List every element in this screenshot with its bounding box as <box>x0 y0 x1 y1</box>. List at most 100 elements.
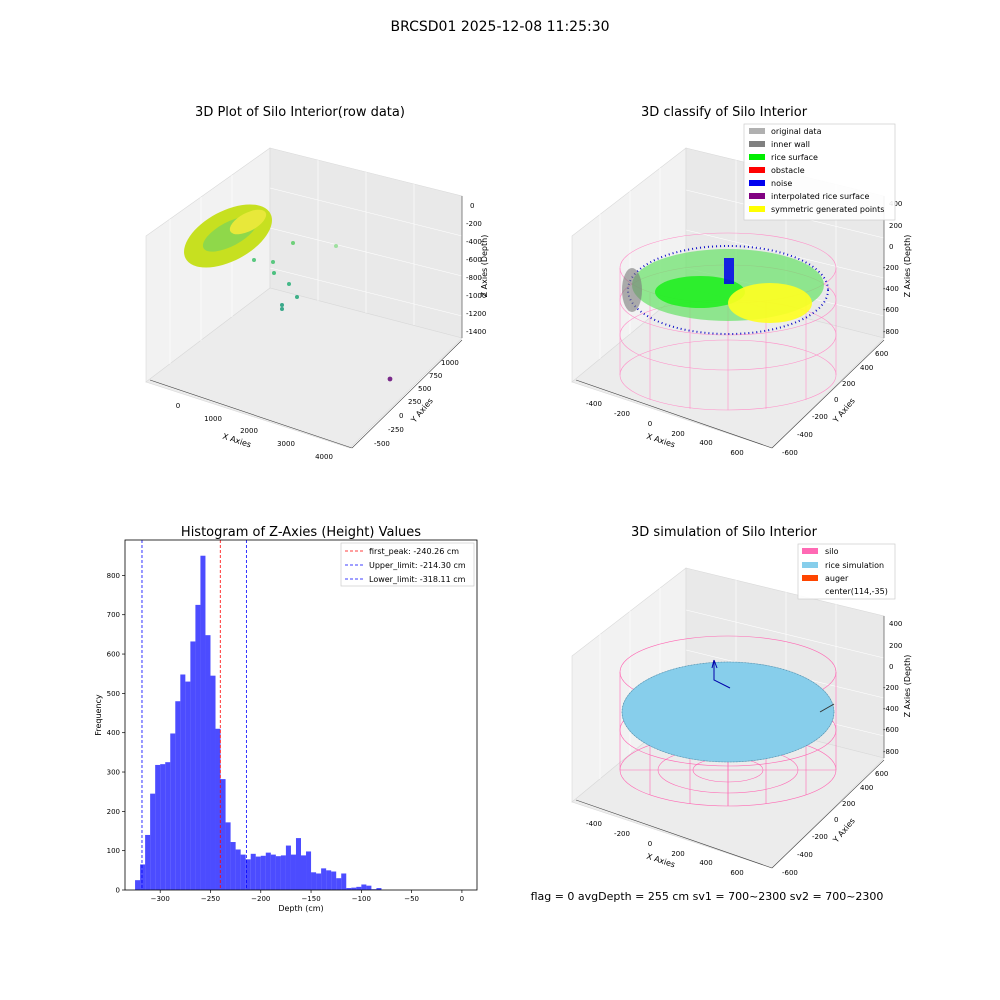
simulation-xtick: -400 <box>586 820 602 828</box>
raw-xticks: 0 1000 2000 3000 4000 <box>176 402 333 461</box>
raw-point <box>252 258 256 262</box>
hist-bar <box>301 855 307 890</box>
raw-y-axis-line <box>351 339 463 449</box>
legend-label-first-peak: first_peak: -240.26 cm <box>369 547 459 556</box>
raw-gridlines <box>169 160 463 364</box>
simulation-ytick: 600 <box>875 770 888 778</box>
classify-ztick: -800 <box>883 328 899 336</box>
hist-ytick-label: 400 <box>107 729 120 737</box>
classify-noise-cluster <box>724 258 734 284</box>
raw-point <box>291 241 295 245</box>
hist-bar <box>316 873 322 890</box>
hist-bar <box>376 888 382 890</box>
hist-bar <box>205 635 211 890</box>
legend-swatch-original-data <box>749 128 765 134</box>
raw-ztick: 0 <box>470 202 474 210</box>
hist-xtick-label: −100 <box>352 895 371 903</box>
hist-bar <box>200 555 206 890</box>
classify-xticks: -400 -200 0 200 400 600 <box>586 400 744 457</box>
hist-ytick-label: 100 <box>107 847 120 855</box>
legend-label-rice-simulation: rice simulation <box>825 561 884 570</box>
hist-bar <box>295 838 301 890</box>
classify-xtick: 600 <box>730 449 743 457</box>
simulation-yticks: -600 -400 -200 0 200 400 600 <box>782 770 888 877</box>
simulation-zlabel: Z Axies (Depth) <box>903 655 912 718</box>
hist-bar <box>341 873 347 890</box>
raw-ytick: -500 <box>374 440 390 448</box>
simulation-ztick: -800 <box>883 748 899 756</box>
raw-point <box>280 303 284 307</box>
classify-zticks: 400 200 0 -200 -400 -600 -800 <box>883 200 902 336</box>
classify-ytick: -600 <box>782 449 798 457</box>
hist-bar <box>175 701 181 890</box>
hist-xtick-label: −200 <box>251 895 270 903</box>
legend-label-rice-surface: rice surface <box>771 153 818 162</box>
hist-ytick-label: 300 <box>107 769 120 777</box>
simulation-legend: silo rice simulation auger center(114,-3… <box>797 543 896 600</box>
hist-bar <box>165 762 171 890</box>
hist-xtick-label: −50 <box>404 895 419 903</box>
simulation-ytick: 0 <box>834 816 838 824</box>
simulation-ztick: 400 <box>889 620 902 628</box>
legend-label-inner-wall: inner wall <box>771 140 810 149</box>
hist-bar <box>321 868 327 890</box>
raw-point-cloud <box>184 204 393 382</box>
hist-ytick-label: 0 <box>116 887 120 895</box>
raw-ytick: -250 <box>388 426 404 434</box>
raw-xtick: 2000 <box>240 427 258 435</box>
classify-ztick: -400 <box>883 285 899 293</box>
simulation-xtick: 600 <box>730 869 743 877</box>
classify-ztick: -600 <box>883 306 899 314</box>
simulation-xticks: -400 -200 0 200 400 600 <box>586 820 744 877</box>
classify-xtick: 0 <box>648 420 652 428</box>
raw-ztick: -1400 <box>466 328 486 336</box>
hist-bar <box>336 878 342 890</box>
legend-swatch-noise <box>749 180 765 186</box>
hist-bar <box>290 854 296 890</box>
hist-ytick-label: 600 <box>107 651 120 659</box>
classify-title: 3D classify of Silo Interior <box>641 105 808 120</box>
classify-ytick: -400 <box>797 431 813 439</box>
hist-ylabel: Frequency <box>94 694 103 736</box>
hist-ytick-label: 700 <box>107 611 120 619</box>
panel-classify-3d: 3D classify of Silo Interior <box>571 105 912 457</box>
hist-bar <box>240 854 246 890</box>
panel-simulation-3d: 3D simulation of Silo Interior <box>571 525 912 877</box>
classify-zlabel: Z Axies (Depth) <box>903 235 912 298</box>
classify-ztick: -200 <box>883 264 899 272</box>
hist-bar <box>265 852 271 890</box>
simulation-ytick: 400 <box>860 784 873 792</box>
raw-point <box>287 282 291 286</box>
figure-suptitle: BRCSD01 2025-12-08 11:25:30 <box>390 19 609 35</box>
hist-bar <box>215 728 221 890</box>
legend-label-original-data: original data <box>771 127 822 136</box>
hist-bar <box>285 845 291 890</box>
legend-swatch-symmetric <box>749 206 765 212</box>
hist-bar <box>255 856 261 890</box>
hist-title: Histogram of Z-Axies (Height) Values <box>181 525 421 540</box>
hist-legend-box <box>340 542 475 587</box>
classify-xtick: 200 <box>671 430 684 438</box>
raw-ztick: -1200 <box>466 310 486 318</box>
raw-point <box>295 295 299 299</box>
simulation-ztick: -200 <box>883 684 899 692</box>
simulation-ztick: 0 <box>889 663 893 671</box>
legend-label-upper-limit: Upper_limit: -214.30 cm <box>369 561 466 570</box>
hist-bar <box>270 854 276 890</box>
hist-xlabel: Depth (cm) <box>278 904 323 913</box>
hist-bar <box>190 641 196 890</box>
raw-title: 3D Plot of Silo Interior(row data) <box>195 105 405 120</box>
raw-yticks: -500 -250 0 250 500 750 1000 <box>374 359 459 448</box>
legend-label-noise: noise <box>771 179 792 188</box>
hist-ytick-label: 800 <box>107 572 120 580</box>
raw-point <box>272 271 276 275</box>
hist-bar <box>245 859 251 890</box>
hist-bar <box>145 834 151 890</box>
classify-xtick: -200 <box>614 410 630 418</box>
legend-swatch-auger <box>802 575 818 581</box>
hist-bar <box>306 851 312 890</box>
simulation-xtick: 200 <box>671 850 684 858</box>
hist-bar <box>155 764 161 890</box>
classify-xtick: 400 <box>699 439 712 447</box>
